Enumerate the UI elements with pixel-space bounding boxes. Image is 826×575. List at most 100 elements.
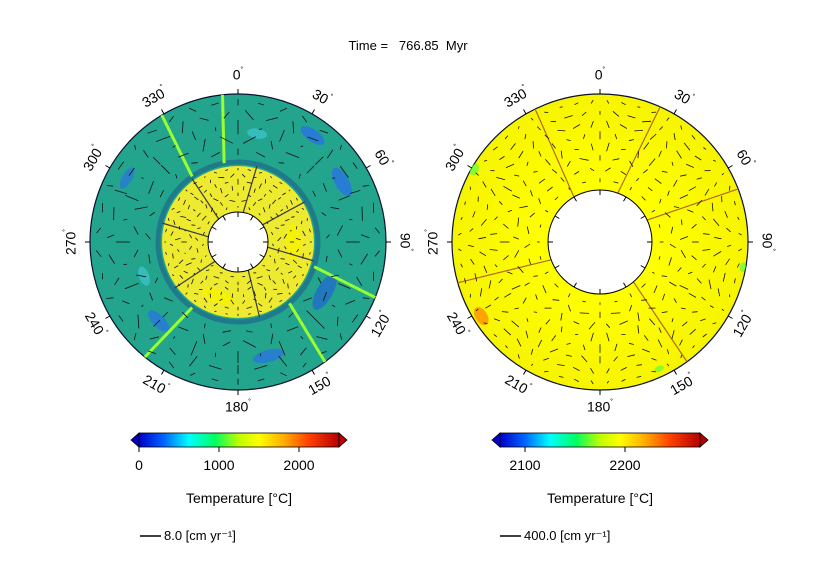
right-velocity-scale-label: 400.0 [cm yr⁻¹]: [524, 528, 610, 543]
velocity-arrow: [717, 288, 720, 297]
velocity-arrow: [278, 162, 285, 164]
velocity-arrow: [247, 169, 252, 171]
velocity-arrow: [696, 199, 703, 207]
velocity-arrow: [533, 311, 538, 313]
right-velocity-arrows: [458, 99, 743, 385]
right-velocity-scale: 400.0 [cm yr⁻¹]: [500, 528, 610, 543]
velocity-arrow: [483, 322, 488, 325]
velocity-arrow: [246, 279, 252, 285]
velocity-arrow: [258, 128, 263, 130]
velocity-arrow: [681, 321, 688, 327]
polar-tick: [222, 215, 226, 221]
velocity-arrow: [174, 237, 181, 241]
velocity-arrow: [185, 189, 188, 192]
velocity-arrow: [507, 209, 512, 213]
velocity-arrow: [560, 312, 563, 321]
velocity-arrow: [257, 378, 265, 382]
polar-tick: [727, 315, 733, 319]
temperature-patch: [312, 274, 337, 310]
velocity-arrow: [263, 193, 267, 197]
velocity-arrow: [686, 163, 694, 168]
velocity-arrow: [501, 311, 509, 313]
velocity-arrow: [230, 299, 235, 305]
velocity-arrow: [605, 167, 611, 172]
velocity-arrow: [517, 354, 520, 359]
velocity-arrow: [291, 216, 295, 218]
velocity-arrow: [145, 233, 151, 240]
colorbar-tick-label: 2000: [283, 457, 314, 473]
velocity-arrow: [689, 328, 696, 335]
velocity-arrow: [673, 206, 680, 208]
velocity-arrow: [526, 161, 529, 166]
velocity-arrow: [258, 213, 261, 216]
velocity-arrow: [187, 204, 190, 210]
velocity-arrow: [679, 236, 689, 240]
velocity-arrow: [552, 299, 560, 301]
velocity-arrow: [198, 185, 203, 189]
polar-tick: [727, 165, 733, 169]
velocity-arrow: [629, 160, 634, 167]
velocity-arrow: [551, 335, 557, 342]
velocity-arrow: [634, 130, 643, 132]
velocity-arrow: [190, 340, 198, 356]
velocity-arrow: [123, 218, 128, 221]
velocity-arrow: [262, 207, 266, 213]
polar-tick: [211, 254, 217, 258]
velocity-arrow: [279, 182, 283, 185]
velocity-arrow: [722, 272, 726, 282]
plume-line: [617, 106, 661, 194]
velocity-arrow: [118, 315, 124, 322]
velocity-arrow: [651, 358, 657, 361]
velocity-arrow: [504, 135, 509, 140]
velocity-arrow: [572, 124, 581, 129]
velocity-arrow: [712, 160, 717, 162]
velocity-arrow: [258, 171, 263, 174]
angle-label: 330˚: [139, 83, 170, 111]
velocity-arrow: [193, 300, 197, 302]
velocity-arrow: [270, 323, 272, 329]
velocity-arrow: [191, 162, 198, 164]
velocity-arrow: [702, 263, 706, 268]
velocity-arrow: [567, 304, 571, 312]
velocity-arrow: [220, 291, 223, 296]
velocity-arrow: [211, 152, 220, 158]
velocity-arrow: [270, 216, 274, 220]
velocity-arrow: [474, 273, 478, 282]
velocity-arrow: [703, 233, 710, 235]
velocity-arrow: [278, 355, 288, 367]
velocity-arrow: [579, 158, 589, 161]
velocity-arrow: [277, 237, 282, 242]
velocity-arrow: [643, 335, 649, 341]
angle-label: 60˚: [733, 146, 757, 170]
velocity-arrow: [670, 226, 674, 234]
velocity-arrow: [264, 292, 267, 299]
velocity-arrow: [620, 367, 627, 371]
velocity-arrow: [270, 176, 272, 179]
velocity-arrow: [629, 293, 633, 298]
velocity-arrow: [539, 256, 542, 260]
velocity-arrow: [229, 200, 236, 202]
velocity-arrow: [222, 330, 231, 333]
plume-line: [457, 259, 552, 284]
velocity-arrow: [330, 274, 339, 277]
velocity-arrow: [165, 228, 167, 233]
velocity-arrow: [526, 226, 530, 234]
velocity-arrow: [269, 255, 272, 258]
velocity-arrow: [280, 224, 285, 226]
velocity-arrow: [628, 139, 634, 142]
velocity-arrow: [272, 243, 274, 247]
velocity-arrow: [564, 115, 573, 119]
velocity-arrow: [503, 185, 513, 192]
velocity-arrow: [224, 182, 229, 184]
velocity-arrow: [565, 354, 572, 357]
velocity-arrow: [326, 234, 330, 239]
velocity-arrow: [514, 307, 519, 310]
velocity-arrow: [544, 134, 550, 140]
velocity-arrow: [125, 194, 139, 202]
velocity-arrow: [582, 300, 586, 303]
velocity-arrow: [669, 243, 676, 249]
temperature-patch: [300, 126, 325, 145]
velocity-arrow: [178, 226, 181, 230]
velocity-arrow: [302, 362, 307, 368]
angle-label: 270˚: [62, 229, 79, 255]
